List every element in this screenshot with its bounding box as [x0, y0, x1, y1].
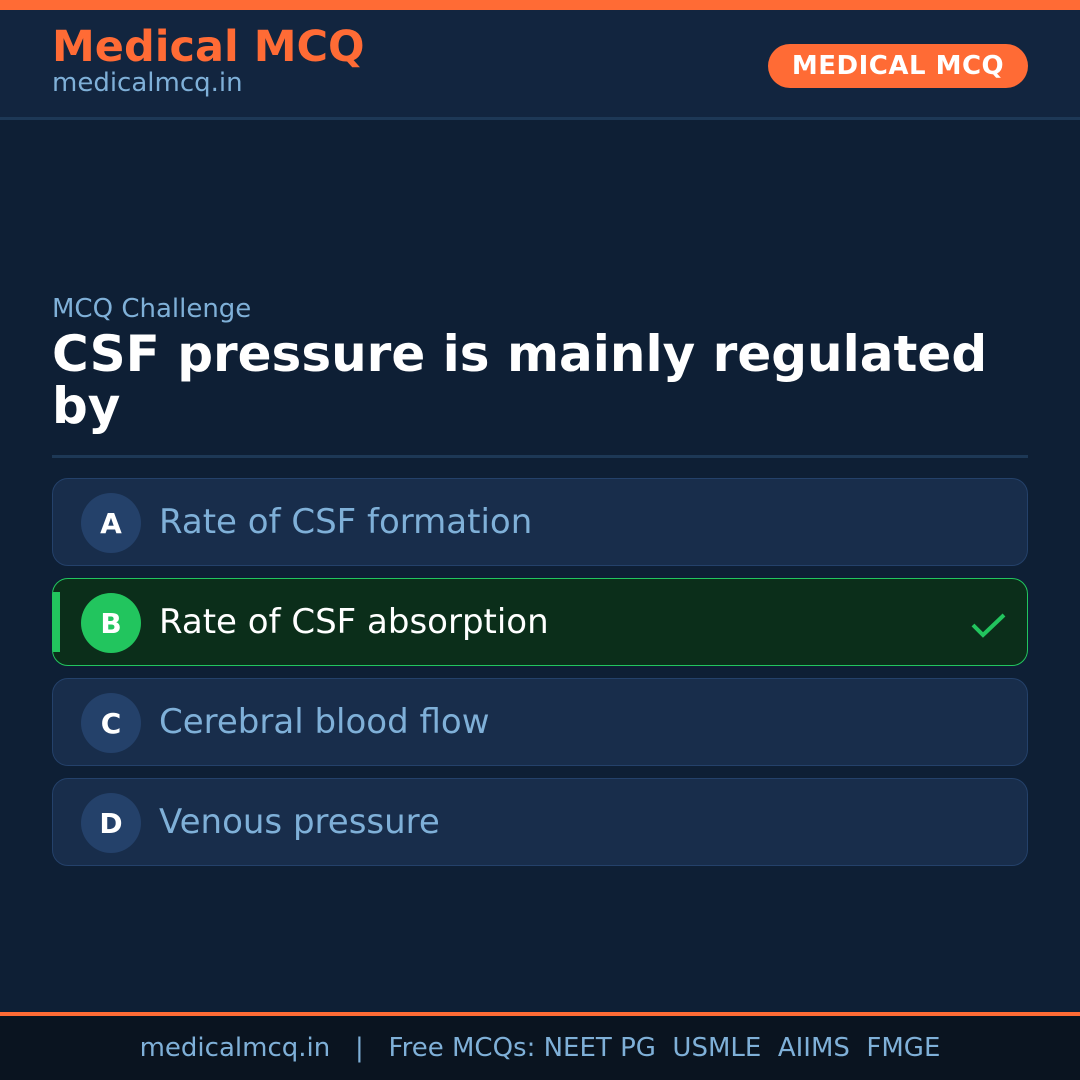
option-b-correct[interactable]: B Rate of CSF absorption	[52, 578, 1028, 666]
option-text: Rate of CSF absorption	[159, 602, 549, 642]
option-text: Venous pressure	[159, 802, 440, 842]
option-text: Cerebral blood flow	[159, 702, 490, 742]
divider	[52, 455, 1028, 458]
option-text: Rate of CSF formation	[159, 502, 533, 542]
category-badge: MEDICAL MCQ	[768, 44, 1028, 88]
footer: medicalmcq.in | Free MCQs: NEET PG USMLE…	[0, 1016, 1080, 1080]
footer-accent-line	[0, 1012, 1080, 1016]
option-letter-badge: C	[81, 693, 141, 753]
site-url[interactable]: medicalmcq.in	[52, 68, 243, 98]
correct-indicator-bar	[53, 592, 60, 652]
option-a[interactable]: A Rate of CSF formation	[52, 478, 1028, 566]
top-accent-bar	[0, 0, 1080, 10]
option-letter-badge: D	[81, 793, 141, 853]
option-letter-badge: A	[81, 493, 141, 553]
section-label: MCQ Challenge	[52, 294, 252, 324]
option-letter-badge: B	[81, 593, 141, 653]
question-text: CSF pressure is mainly regulated by	[52, 325, 988, 435]
option-d[interactable]: D Venous pressure	[52, 778, 1028, 866]
option-c[interactable]: C Cerebral blood flow	[52, 678, 1028, 766]
brand-title: Medical MCQ	[52, 22, 365, 72]
header: Medical MCQ medicalmcq.in MEDICAL MCQ	[0, 10, 1080, 120]
checkmark-icon	[971, 613, 1006, 638]
